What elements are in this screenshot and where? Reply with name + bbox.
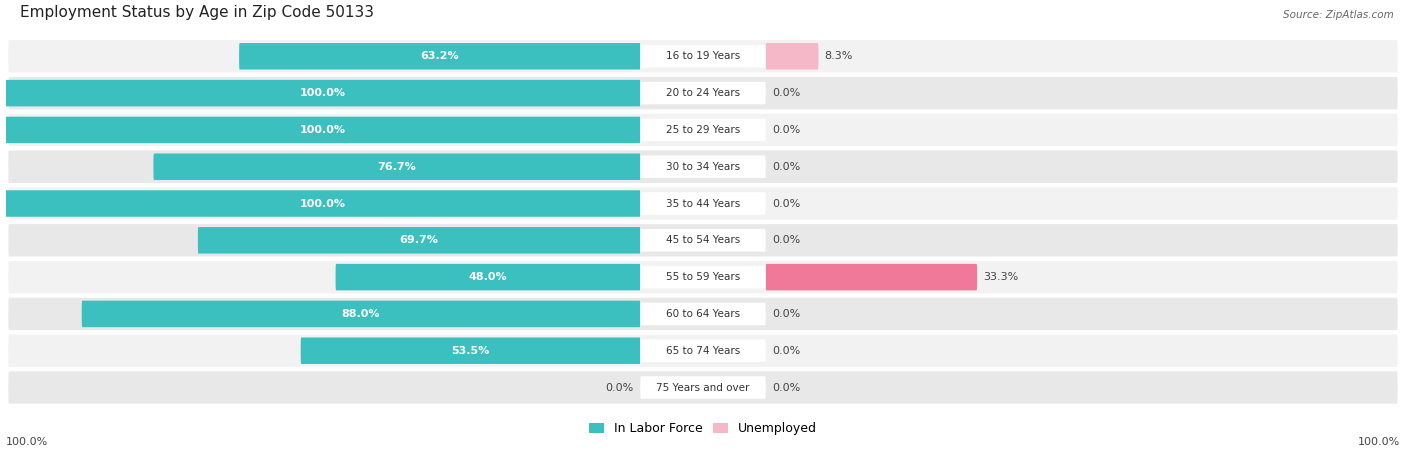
Text: 33.3%: 33.3% — [983, 272, 1018, 282]
FancyBboxPatch shape — [239, 43, 640, 69]
Text: 63.2%: 63.2% — [420, 51, 458, 61]
FancyBboxPatch shape — [640, 45, 766, 68]
FancyBboxPatch shape — [640, 156, 766, 178]
Text: 35 to 44 Years: 35 to 44 Years — [666, 198, 740, 208]
Text: 0.0%: 0.0% — [773, 88, 801, 98]
Text: 65 to 74 Years: 65 to 74 Years — [666, 346, 740, 356]
Text: 0.0%: 0.0% — [773, 125, 801, 135]
FancyBboxPatch shape — [640, 303, 766, 325]
Text: 0.0%: 0.0% — [773, 309, 801, 319]
Text: 8.3%: 8.3% — [824, 51, 852, 61]
Text: 0.0%: 0.0% — [773, 346, 801, 356]
Text: 60 to 64 Years: 60 to 64 Years — [666, 309, 740, 319]
FancyBboxPatch shape — [640, 119, 766, 141]
Text: 0.0%: 0.0% — [773, 235, 801, 245]
FancyBboxPatch shape — [6, 117, 640, 143]
FancyBboxPatch shape — [640, 376, 766, 399]
Text: 55 to 59 Years: 55 to 59 Years — [666, 272, 740, 282]
FancyBboxPatch shape — [640, 340, 766, 362]
Text: 30 to 34 Years: 30 to 34 Years — [666, 162, 740, 172]
Text: 100.0%: 100.0% — [1358, 437, 1400, 447]
FancyBboxPatch shape — [82, 301, 640, 327]
FancyBboxPatch shape — [8, 187, 1398, 220]
Text: 0.0%: 0.0% — [605, 382, 633, 392]
Text: 48.0%: 48.0% — [468, 272, 508, 282]
Text: 20 to 24 Years: 20 to 24 Years — [666, 88, 740, 98]
FancyBboxPatch shape — [640, 266, 766, 288]
Legend: In Labor Force, Unemployed: In Labor Force, Unemployed — [583, 417, 823, 440]
FancyBboxPatch shape — [8, 77, 1398, 109]
Text: 100.0%: 100.0% — [6, 437, 48, 447]
Text: 76.7%: 76.7% — [377, 162, 416, 172]
Text: 69.7%: 69.7% — [399, 235, 439, 245]
FancyBboxPatch shape — [8, 371, 1398, 404]
FancyBboxPatch shape — [6, 80, 640, 106]
Text: 25 to 29 Years: 25 to 29 Years — [666, 125, 740, 135]
FancyBboxPatch shape — [8, 335, 1398, 367]
FancyBboxPatch shape — [8, 224, 1398, 257]
FancyBboxPatch shape — [8, 298, 1398, 330]
FancyBboxPatch shape — [301, 337, 640, 364]
Text: 100.0%: 100.0% — [299, 125, 346, 135]
FancyBboxPatch shape — [336, 264, 640, 290]
FancyBboxPatch shape — [198, 227, 640, 253]
FancyBboxPatch shape — [640, 82, 766, 104]
FancyBboxPatch shape — [766, 43, 818, 69]
FancyBboxPatch shape — [8, 114, 1398, 146]
Text: 16 to 19 Years: 16 to 19 Years — [666, 51, 740, 61]
Text: Source: ZipAtlas.com: Source: ZipAtlas.com — [1282, 9, 1393, 19]
FancyBboxPatch shape — [640, 229, 766, 252]
FancyBboxPatch shape — [640, 192, 766, 215]
FancyBboxPatch shape — [8, 40, 1398, 73]
FancyBboxPatch shape — [766, 264, 977, 290]
FancyBboxPatch shape — [8, 151, 1398, 183]
Text: 100.0%: 100.0% — [299, 88, 346, 98]
Text: 53.5%: 53.5% — [451, 346, 489, 356]
Text: 88.0%: 88.0% — [342, 309, 380, 319]
Text: 0.0%: 0.0% — [773, 198, 801, 208]
FancyBboxPatch shape — [8, 261, 1398, 293]
Text: Employment Status by Age in Zip Code 50133: Employment Status by Age in Zip Code 501… — [20, 5, 374, 19]
Text: 100.0%: 100.0% — [299, 198, 346, 208]
Text: 75 Years and over: 75 Years and over — [657, 382, 749, 392]
Text: 45 to 54 Years: 45 to 54 Years — [666, 235, 740, 245]
Text: 0.0%: 0.0% — [773, 382, 801, 392]
FancyBboxPatch shape — [153, 153, 640, 180]
FancyBboxPatch shape — [6, 190, 640, 217]
Text: 0.0%: 0.0% — [773, 162, 801, 172]
